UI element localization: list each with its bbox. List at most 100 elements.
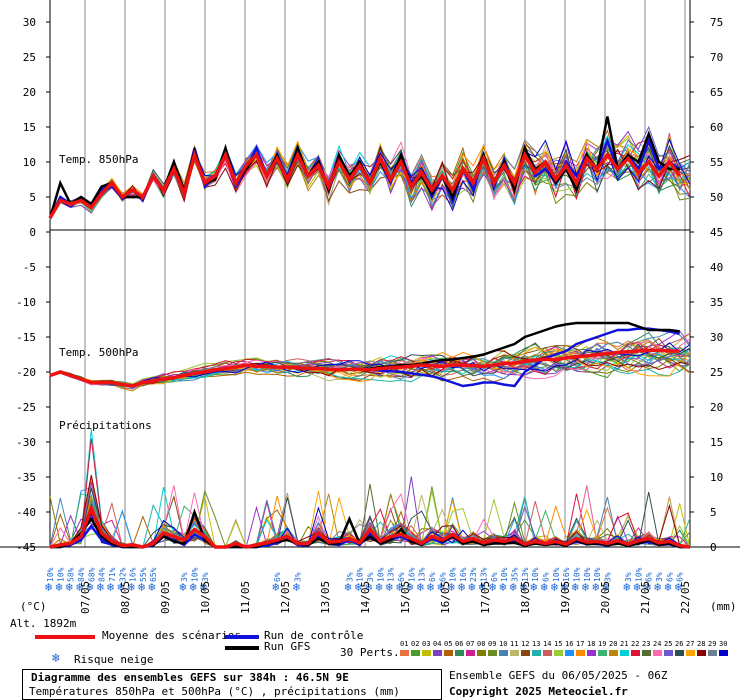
snow-risk-pct: 3% (180, 572, 189, 582)
pert-number: 10 (499, 640, 508, 648)
snow-risk-pct: 13% (480, 567, 489, 582)
snow-risk-flake: ❄ (97, 580, 104, 594)
snow-risk-flake: ❄ (675, 580, 682, 594)
date-label: 13/05 (319, 581, 332, 614)
snow-risk-flake: ❄ (582, 580, 589, 594)
snow-risk-pct: 13% (418, 567, 427, 582)
right-tick-label: 70 (710, 51, 723, 64)
pert-number: 11 (510, 640, 519, 648)
snow-risk-flake: ❄ (386, 580, 393, 594)
snow-risk-flake: ❄ (458, 580, 465, 594)
snow-risk-pct: 10% (191, 567, 200, 582)
right-tick-label: 0 (710, 541, 717, 554)
pert-color-swatch (521, 650, 530, 656)
snow-risk-pct: 13% (521, 567, 530, 582)
legend-gfs-swatch (225, 646, 259, 650)
snow-risk-pct: 84% (98, 567, 107, 582)
snow-risk-pct: 84% (77, 567, 86, 582)
snow-risk-flake: ❄ (489, 580, 496, 594)
left-axis-unit: (°C) (20, 600, 47, 613)
legend-control-label: Run de contrôle (264, 629, 364, 642)
snow-risk-flake: ❄ (355, 580, 362, 594)
series-precip-line (49, 503, 691, 549)
date-label: 17/05 (479, 581, 492, 614)
snow-risk-pct: 6% (397, 572, 406, 582)
snow-risk-pct: 71% (108, 567, 117, 582)
snow-risk-flake: ❄ (530, 580, 537, 594)
snow-risk-flake: ❄ (272, 580, 279, 594)
snow-risk-flake: ❄ (293, 580, 300, 594)
snow-risk-pct: 10% (572, 567, 581, 582)
snow-risk-pct: 3% (624, 572, 633, 582)
snow-risk-pct: 65% (149, 567, 158, 582)
snow-risk-pct: 10% (449, 567, 458, 582)
left-tick-label: -25 (16, 401, 36, 414)
right-tick-label: 55 (710, 156, 723, 169)
snow-risk-flake: ❄ (427, 580, 434, 594)
left-tick-label: -15 (16, 331, 36, 344)
snow-risk-pct: 10% (552, 567, 561, 582)
snow-risk-flake: ❄ (479, 580, 486, 594)
snow-risk-pct: 32% (118, 567, 127, 582)
copyright: Copyright 2025 Meteociel.fr (449, 685, 628, 698)
snow-risk-flake: ❄ (520, 580, 527, 594)
right-tick-label: 35 (710, 296, 723, 309)
snow-risk-pct: 16% (562, 567, 571, 582)
pert-color-swatch (587, 650, 596, 656)
snow-risk-pct: 13% (387, 567, 396, 582)
pert-t500-line (49, 342, 691, 387)
snow-risk-pct: 6% (273, 572, 282, 582)
legend-gfs-label: Run GFS (264, 640, 311, 653)
pert-number: 19 (598, 640, 607, 648)
pert-color-swatch (543, 650, 552, 656)
snow-risk-flake: ❄ (510, 580, 517, 594)
series-t500-line (49, 348, 680, 388)
legend-snow-label: Risque neige (74, 653, 154, 666)
pert-color-swatch (609, 650, 618, 656)
snow-risk-pct: 10% (531, 567, 540, 582)
pert-color-swatch (488, 650, 497, 656)
right-axis-unit: (mm) (710, 600, 737, 613)
pert-color-swatch (411, 650, 420, 656)
snow-risk-flake: ❄ (344, 580, 351, 594)
snow-risk-flake: ❄ (664, 580, 671, 594)
pert-color-swatch (422, 650, 431, 656)
date-label: 19/05 (559, 581, 572, 614)
pert-color-swatch (664, 650, 673, 656)
left-tick-label: -5 (23, 261, 36, 274)
snow-risk-flake: ❄ (540, 580, 547, 594)
pert-number: 13 (532, 640, 541, 648)
snow-risk-pct: 3% (603, 572, 612, 582)
snow-risk-flake: ❄ (561, 580, 568, 594)
snow-risk-pct: 16% (407, 567, 416, 582)
pert-color-swatch (620, 650, 629, 656)
date-label: 22/05 (679, 581, 692, 614)
date-label: 12/05 (279, 581, 292, 614)
right-tick-label: 10 (710, 471, 723, 484)
legend-mean-label: Moyenne des scénarios (102, 629, 242, 642)
left-tick-label: -30 (16, 436, 36, 449)
snow-risk-pct: 10% (56, 567, 65, 582)
date-label: 11/05 (239, 581, 252, 614)
footer-subtitle: Températures 850hPa et 500hPa (°C) , pré… (29, 685, 400, 698)
snow-risk-flake: ❄ (86, 580, 93, 594)
snow-risk-flake: ❄ (396, 580, 403, 594)
right-tick-label: 75 (710, 16, 723, 29)
pert-number: 03 (422, 640, 431, 648)
pert-number: 22 (631, 640, 640, 648)
snow-risk-flake: ❄ (45, 580, 52, 594)
pert-color-swatch (532, 650, 541, 656)
legend-perts-label: 30 Perts. (340, 646, 400, 659)
snowflake-icon: ❄ (52, 651, 60, 666)
pert-number: 26 (675, 640, 684, 648)
snow-risk-flake: ❄ (551, 580, 558, 594)
left-tick-label: -40 (16, 506, 36, 519)
pert-number: 21 (620, 640, 629, 648)
snow-risk-pct: 10% (593, 567, 602, 582)
date-label: 14/05 (359, 581, 372, 614)
snow-risk-flake: ❄ (499, 580, 506, 594)
snow-risk-flake: ❄ (107, 580, 114, 594)
pert-color-swatch (444, 650, 453, 656)
snow-risk-pct: 10% (583, 567, 592, 582)
axes: 07/05 08/05 09/05 10/05 11/05 12/05 13/05 14/05… (16, 16, 723, 614)
